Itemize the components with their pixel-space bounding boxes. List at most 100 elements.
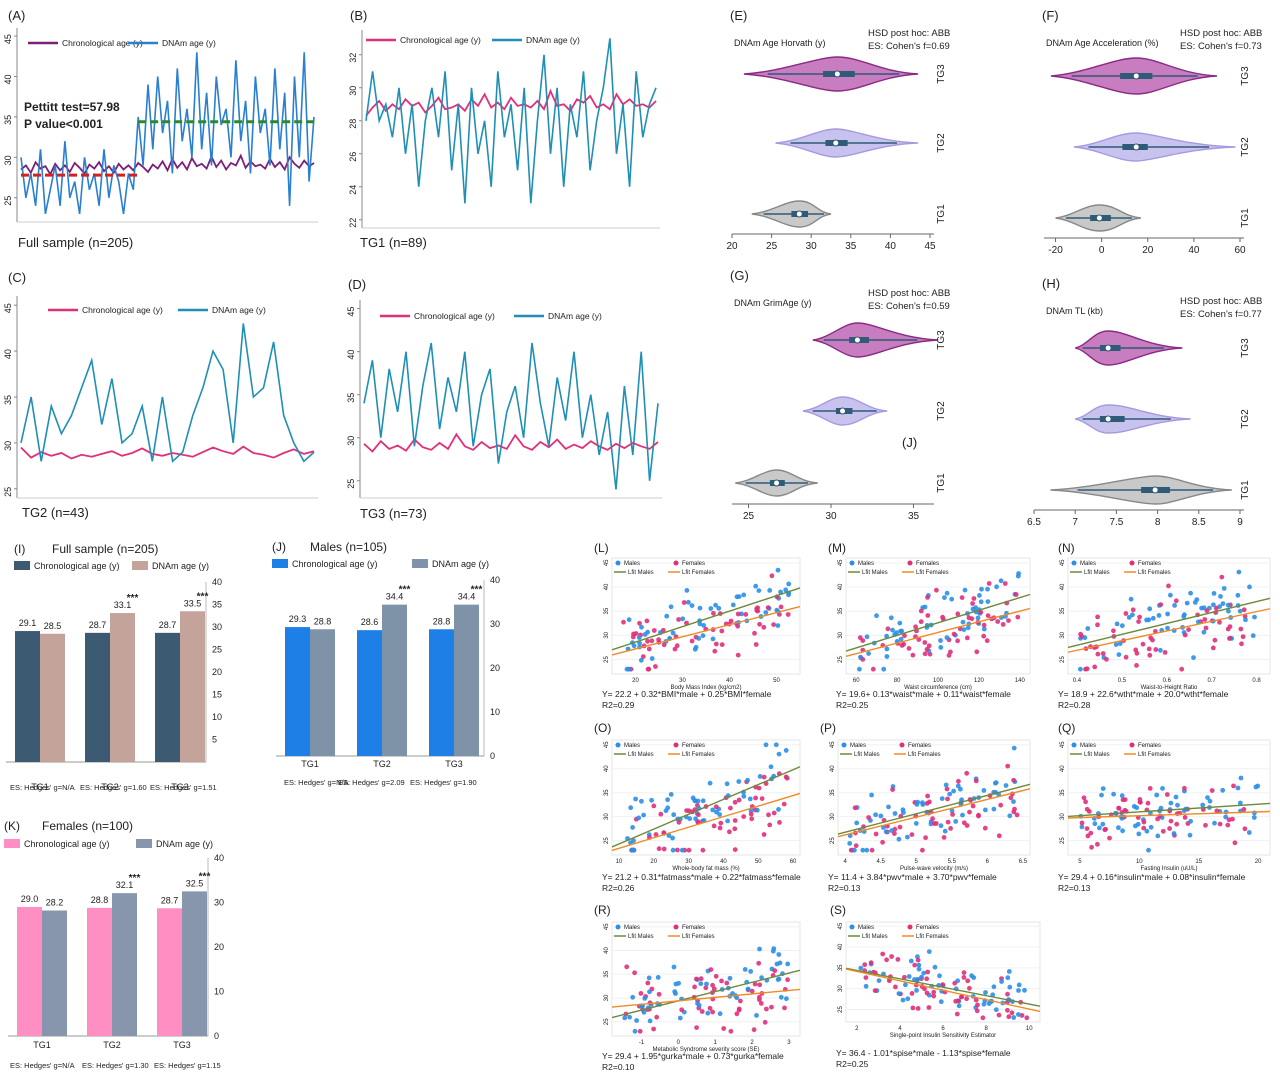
female-point	[1168, 818, 1174, 824]
panel-label: (L)	[594, 541, 609, 555]
female-point	[1002, 581, 1008, 586]
group-label: TG1	[1240, 480, 1251, 500]
female-point	[1182, 815, 1188, 820]
female-point	[973, 997, 979, 1003]
male-point	[1187, 832, 1193, 838]
female-point	[713, 973, 719, 979]
male-point	[956, 1003, 962, 1009]
female-point	[1083, 799, 1088, 805]
male-point	[915, 799, 921, 805]
female-point	[1123, 654, 1129, 660]
male-point	[730, 602, 736, 608]
female-point	[1166, 583, 1171, 589]
female-point	[646, 646, 652, 652]
male-point	[1016, 988, 1021, 993]
female-point	[965, 978, 971, 984]
female-point	[1136, 619, 1141, 624]
x-tick-label: 0.5	[1118, 678, 1127, 684]
female-point	[1214, 808, 1220, 814]
male-point	[1119, 793, 1125, 799]
female-point	[934, 587, 939, 593]
y-tick-label: 15	[212, 690, 222, 700]
female-point	[873, 831, 879, 837]
female-point	[689, 638, 695, 644]
female-point	[1147, 786, 1153, 791]
legend-label: Chronological age (y)	[400, 35, 481, 45]
female-point	[1145, 800, 1151, 806]
female-point	[777, 820, 782, 825]
male-point	[884, 654, 890, 659]
female-point	[736, 797, 742, 803]
group-label: TG2	[1240, 409, 1251, 429]
legend-label: Females	[916, 925, 939, 931]
male-point	[1184, 600, 1190, 606]
male-point	[704, 981, 709, 987]
legend-marker	[615, 924, 621, 930]
female-point	[927, 799, 932, 805]
female-point	[1006, 1014, 1012, 1020]
y-tick-label: 25	[604, 837, 610, 844]
female-point	[735, 652, 741, 658]
series-line-0	[365, 88, 657, 117]
female-point	[1134, 663, 1139, 668]
y-tick-label: 25	[212, 645, 222, 655]
female-point	[885, 626, 891, 632]
x-tick-label: 7.5	[1109, 517, 1123, 528]
fit-line-female	[845, 968, 1041, 1013]
legend-marker	[849, 560, 855, 566]
male-point	[639, 624, 644, 630]
effect-size-label: ES: Hedges' g=1.51	[150, 783, 217, 792]
male-point	[636, 815, 642, 821]
female-point	[981, 622, 987, 628]
male-point	[916, 966, 922, 972]
male-point	[906, 974, 912, 979]
female-point	[950, 812, 955, 817]
bar-value-label: 28.7	[161, 895, 179, 905]
bar	[182, 891, 207, 1036]
female-point	[781, 801, 787, 807]
y-tick-label: 0	[490, 751, 495, 761]
female-point	[1006, 618, 1011, 623]
male-point	[979, 586, 984, 592]
line-chart-D: (D) 25 30 35 40 45 Chronological age (y) DNAm a…	[346, 277, 662, 521]
legend-label: Lfit Males	[862, 570, 888, 576]
male-point	[763, 742, 769, 748]
female-point	[771, 810, 777, 816]
scatter-chart-L: (L) 25 30 35 40 45 20 30 40 50 Body Mass Index (kg…	[594, 541, 801, 710]
female-point	[922, 640, 928, 645]
male-point	[776, 751, 782, 757]
male-point	[670, 835, 675, 841]
male-point	[627, 1014, 632, 1020]
female-point	[769, 1004, 774, 1010]
female-point	[909, 832, 915, 837]
y-tick-label: 40	[3, 349, 13, 359]
female-point	[717, 825, 723, 831]
male-point	[1188, 590, 1193, 596]
male-point	[944, 590, 950, 596]
male-point	[977, 593, 982, 598]
y-tick-label: 40	[838, 943, 844, 950]
male-point	[961, 627, 967, 632]
legend-label: Lfit Females	[916, 570, 949, 576]
scatter-chart-S: (S) 25 30 35 40 45 2 4 6 8 10 Single-point Insulin …	[830, 903, 1041, 1069]
female-point	[886, 978, 892, 984]
male-point	[1225, 602, 1231, 608]
bar	[42, 910, 67, 1036]
male-point	[670, 630, 676, 636]
y-tick-label: 30	[212, 622, 222, 632]
legend-label: Females	[682, 743, 705, 749]
stat-text: ES: Cohen's f=0.77	[1180, 309, 1262, 320]
female-point	[1242, 826, 1248, 832]
y-tick-label: 25	[1060, 656, 1066, 663]
female-point	[645, 980, 651, 986]
male-point	[962, 587, 968, 593]
bar	[180, 611, 205, 762]
legend-label: DNAm age (y)	[162, 38, 216, 48]
female-point	[656, 846, 662, 852]
male-point	[647, 1018, 653, 1024]
female-point	[897, 824, 903, 830]
male-point	[1016, 1012, 1021, 1017]
female-point	[661, 846, 667, 852]
male-point	[716, 605, 722, 611]
y-tick-label: 28	[348, 119, 358, 129]
